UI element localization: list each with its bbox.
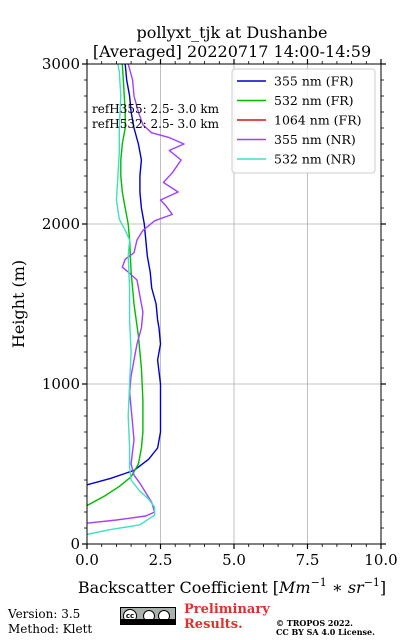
legend-label: 532 nm (NR) xyxy=(274,152,356,167)
copyright-line1: © TROPOS 2022. xyxy=(276,618,353,628)
axis-ticks: 0.0 2.5 5.0 7.5 10.0 0 1000 2000 3000 xyxy=(42,55,398,569)
y-tick-label: 0 xyxy=(70,535,80,553)
legend-label: 532 nm (FR) xyxy=(274,93,354,108)
preliminary-notice: Preliminary Results. xyxy=(184,602,270,632)
x-axis-label-unit1: Mm xyxy=(278,578,311,597)
x-axis-label-unit2: sr xyxy=(348,578,365,597)
x-tick-label: 0.0 xyxy=(75,551,99,569)
x-tick-label: 10.0 xyxy=(364,551,397,569)
preliminary-line2: Results. xyxy=(184,617,243,632)
copyright-notice: © TROPOS 2022. CC BY SA 4.0 License. xyxy=(276,619,375,637)
y-axis-label: Height (m) xyxy=(9,260,28,348)
chart-title: pollyxt_tjk at Dushanbe xyxy=(136,23,327,42)
cc-badge-band xyxy=(121,619,175,624)
series-line-4 xyxy=(87,64,156,536)
x-tick-label: 5.0 xyxy=(222,551,246,569)
x-axis-label: Backscatter Coefficient [Mm−1 ∗ sr−1] xyxy=(78,576,386,597)
y-tick-label: 1000 xyxy=(42,375,80,393)
x-axis-label-end: ] xyxy=(380,578,386,597)
legend: 355 nm (FR) 532 nm (FR) 1064 nm (FR) 355 nm… xyxy=(231,68,376,174)
legend-label: 355 nm (NR) xyxy=(274,132,356,147)
y-tick-label: 2000 xyxy=(42,215,80,233)
copyright-line2: CC BY SA 4.0 License. xyxy=(276,627,375,637)
x-tick-label: 7.5 xyxy=(296,551,320,569)
y-tick-label: 3000 xyxy=(42,55,80,73)
chart-subtitle: [Averaged] 20220717 14:00-14:59 xyxy=(93,42,371,61)
annotation-refh355: refH355: 2.5- 3.0 km xyxy=(92,102,220,116)
x-axis-label-exp1: −1 xyxy=(311,576,327,589)
series-lines xyxy=(87,64,185,536)
version-text: Version: 3.5 xyxy=(8,607,81,621)
series-line-3 xyxy=(87,64,185,524)
annotation-refh532: refH532: 2.5- 3.0 km xyxy=(92,117,220,131)
legend-label: 1064 nm (FR) xyxy=(274,113,362,128)
plot-frame xyxy=(86,63,382,545)
cc-by-sa-icon: cc xyxy=(120,607,176,625)
series-line-1 xyxy=(87,64,144,507)
preliminary-line1: Preliminary xyxy=(184,602,270,617)
x-axis-label-exp2: −1 xyxy=(364,576,380,589)
legend-box xyxy=(231,68,376,174)
legend-label: 355 nm (FR) xyxy=(274,74,354,89)
x-axis-label-times: ∗ xyxy=(327,578,348,597)
x-tick-label: 2.5 xyxy=(149,551,173,569)
x-axis-label-text: Backscatter Coefficient [ xyxy=(78,578,279,597)
series-line-0 xyxy=(87,64,162,486)
method-text: Method: Klett xyxy=(8,622,93,636)
